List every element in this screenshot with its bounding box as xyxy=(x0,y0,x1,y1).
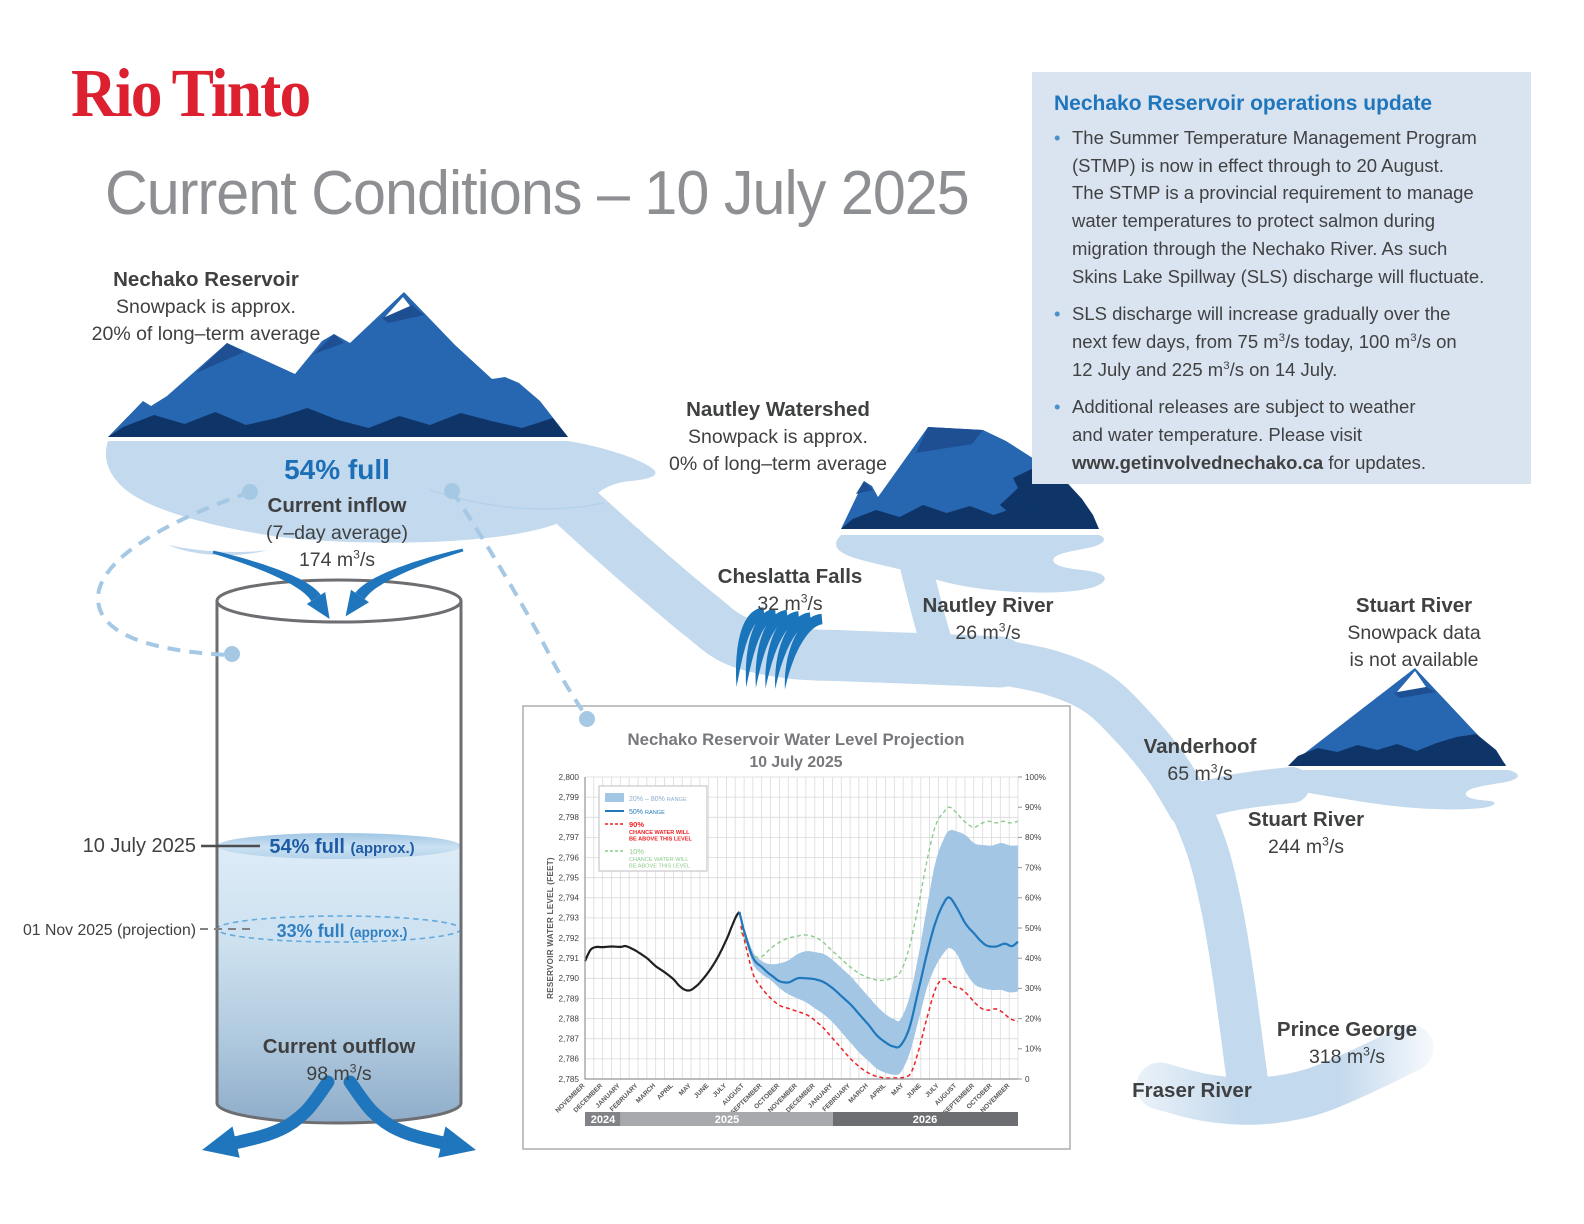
svg-text:60%: 60% xyxy=(1025,894,1041,903)
svg-text:BE ABOVE THIS LEVEL: BE ABOVE THIS LEVEL xyxy=(629,864,690,870)
svg-text:2,796: 2,796 xyxy=(559,853,580,862)
svg-text:2025: 2025 xyxy=(715,1114,739,1126)
svg-text:50% RANGE: 50% RANGE xyxy=(629,809,665,816)
svg-text:10 July 2025: 10 July 2025 xyxy=(749,754,842,771)
svg-text:2,792: 2,792 xyxy=(559,934,580,943)
svg-text:BE ABOVE THIS LEVEL: BE ABOVE THIS LEVEL xyxy=(629,837,692,843)
svg-text:2,788: 2,788 xyxy=(559,1014,580,1023)
svg-text:2,785: 2,785 xyxy=(559,1075,580,1084)
svg-text:RESERVOIR WATER LEVEL (FEET): RESERVOIR WATER LEVEL (FEET) xyxy=(546,857,555,999)
svg-text:2,798: 2,798 xyxy=(559,813,580,822)
svg-text:2026: 2026 xyxy=(913,1114,937,1126)
svg-text:10%: 10% xyxy=(1025,1045,1041,1054)
svg-text:2,800: 2,800 xyxy=(559,773,580,782)
svg-text:2,799: 2,799 xyxy=(559,793,580,802)
svg-text:2,794: 2,794 xyxy=(559,894,580,903)
svg-text:2,795: 2,795 xyxy=(559,874,580,883)
svg-text:CHANCE WATER WILL: CHANCE WATER WILL xyxy=(629,830,690,836)
svg-text:0: 0 xyxy=(1025,1075,1030,1084)
svg-text:20% – 80% RANGE: 20% – 80% RANGE xyxy=(629,796,687,803)
svg-text:50%: 50% xyxy=(1025,924,1041,933)
svg-text:CHANCE WATER WILL: CHANCE WATER WILL xyxy=(629,857,688,863)
svg-text:100%: 100% xyxy=(1025,773,1046,782)
svg-text:70%: 70% xyxy=(1025,863,1041,872)
svg-text:2,786: 2,786 xyxy=(559,1055,580,1064)
svg-text:2,791: 2,791 xyxy=(559,954,580,963)
svg-text:90%: 90% xyxy=(629,820,644,829)
svg-text:2,787: 2,787 xyxy=(559,1035,580,1044)
svg-text:30%: 30% xyxy=(1025,984,1041,993)
svg-text:Nechako Reservoir Water Level: Nechako Reservoir Water Level Projection xyxy=(628,730,965,749)
svg-text:40%: 40% xyxy=(1025,954,1041,963)
svg-text:2,797: 2,797 xyxy=(559,833,580,842)
svg-text:2,790: 2,790 xyxy=(559,974,580,983)
svg-text:80%: 80% xyxy=(1025,833,1041,842)
svg-text:2024: 2024 xyxy=(591,1114,616,1126)
svg-text:90%: 90% xyxy=(1025,803,1041,812)
svg-text:2,789: 2,789 xyxy=(559,994,580,1003)
svg-text:20%: 20% xyxy=(1025,1014,1041,1023)
svg-text:2,793: 2,793 xyxy=(559,914,580,923)
svg-text:10%: 10% xyxy=(629,847,644,856)
